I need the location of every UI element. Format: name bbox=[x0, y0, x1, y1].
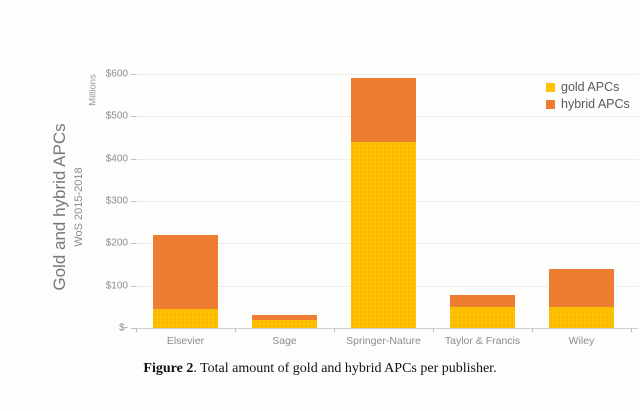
bar-segment-gold-apcs-elsevier bbox=[153, 308, 218, 328]
y-axis-tick-mark bbox=[131, 158, 136, 160]
legend-item-hybrid-apcs: hybrid APCs bbox=[546, 97, 630, 111]
x-axis-category-label: Wiley bbox=[568, 335, 595, 347]
x-axis-category-label: Taylor & Francis bbox=[444, 335, 521, 347]
x-axis-tick-mark bbox=[235, 328, 236, 332]
y-axis-tick-label: $100 bbox=[105, 280, 128, 292]
stacked-bar-chart: Gold and hybrid APCs WoS 2015-2018 Milli… bbox=[50, 68, 638, 347]
legend-item-gold-apcs: gold APCs bbox=[546, 80, 630, 94]
bar-segment-gold-apcs-taylor-francis bbox=[450, 306, 515, 328]
y-axis-tick-label: $- bbox=[119, 322, 128, 334]
legend-label: hybrid APCs bbox=[561, 97, 630, 111]
y-axis-tick-mark bbox=[131, 116, 136, 118]
bar-segment-gold-apcs-sage bbox=[252, 319, 317, 328]
y-axis-tick-mark bbox=[131, 328, 136, 329]
y-axis-tick-label: $200 bbox=[105, 237, 128, 249]
legend-label: gold APCs bbox=[561, 80, 620, 94]
x-axis-tick-mark bbox=[433, 328, 434, 332]
bar-segment-gold-apcs-springer-nature bbox=[351, 141, 416, 328]
x-axis-tick-mark bbox=[334, 328, 335, 332]
bar-segment-hybrid-apcs-springer-nature bbox=[351, 78, 416, 142]
x-axis-category-label: Elsevier bbox=[166, 335, 205, 347]
y-axis-tick-mark bbox=[131, 243, 136, 245]
y-axis-tick-mark bbox=[131, 285, 136, 287]
x-axis-tick-mark bbox=[532, 328, 533, 332]
y-axis-title: Gold and hybrid APCs bbox=[50, 123, 69, 291]
bar-segment-hybrid-apcs-taylor-francis bbox=[450, 294, 515, 307]
x-axis-tick-mark bbox=[631, 328, 632, 332]
y-axis-tick-label: $600 bbox=[105, 68, 128, 80]
figure-number-label: Figure 2 bbox=[143, 361, 194, 376]
y-axis-tick-mark bbox=[131, 74, 136, 76]
x-axis-category-label: Sage bbox=[272, 335, 297, 347]
y-axis-tick-label: $400 bbox=[105, 153, 128, 165]
x-axis-line bbox=[136, 328, 638, 329]
bar-segment-hybrid-apcs-sage bbox=[252, 314, 317, 320]
bar-segment-hybrid-apcs-wiley bbox=[549, 268, 614, 307]
y-axis-tick-label: $500 bbox=[105, 110, 128, 122]
x-axis-tick-mark bbox=[136, 328, 137, 332]
legend-swatch-icon bbox=[546, 82, 555, 92]
bar-segment-gold-apcs-wiley bbox=[549, 306, 614, 328]
chart-legend: gold APCs hybrid APCs bbox=[546, 80, 630, 111]
figure-caption-text: . Total amount of gold and hybrid APCs p… bbox=[193, 361, 497, 376]
legend-swatch-icon bbox=[546, 99, 555, 109]
figure-caption: Figure 2. Total amount of gold and hybri… bbox=[0, 361, 640, 377]
y-axis-tick-label: $300 bbox=[105, 195, 128, 207]
gridline bbox=[136, 74, 638, 76]
y-axis-tick-mark bbox=[131, 201, 136, 202]
bar-segment-hybrid-apcs-elsevier bbox=[153, 234, 218, 309]
y-axis-subtitle: WoS 2015-2018 bbox=[73, 167, 85, 247]
x-axis-category-label: Springer-Nature bbox=[346, 335, 421, 347]
